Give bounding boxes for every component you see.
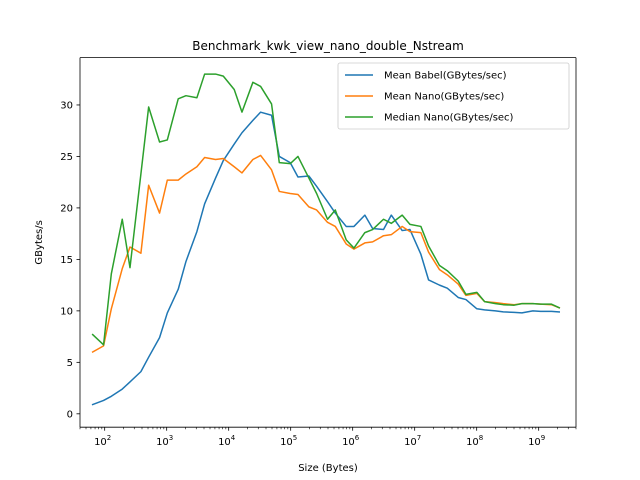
x-tick-label: 104 (218, 434, 236, 448)
y-tick-label: 10 (60, 306, 73, 317)
y-tick-label: 25 (60, 152, 73, 163)
x-tick-label: 106 (342, 434, 360, 448)
series-line-3 (91, 73, 561, 346)
legend-label: Mean Babel(GBytes/sec) (384, 71, 507, 82)
x-tick-label: 105 (280, 434, 297, 448)
legend-label: Median Nano(GBytes/sec) (384, 113, 514, 124)
axes-frame (79, 57, 577, 428)
x-tick-label: 102 (94, 434, 111, 448)
y-tick-label: 20 (60, 203, 73, 214)
series-line-1 (91, 111, 561, 406)
x-tick-label: 109 (528, 434, 545, 448)
y-tick-label: 15 (60, 255, 73, 266)
x-tick-label: 108 (466, 434, 483, 448)
series-layer (91, 73, 561, 406)
legend-label: Mean Nano(GBytes/sec) (384, 92, 504, 103)
x-tick-label: 103 (156, 434, 173, 448)
x-axis: 102 103 104 105 106 107 108 109 (79, 427, 577, 448)
y-axis-label: GBytes/s (34, 220, 45, 264)
y-axis: 0 5 10 15 20 25 30 (60, 100, 80, 420)
y-tick-label: 30 (60, 100, 73, 111)
legend: Mean Babel(GBytes/sec) Mean Nano(GBytes/s… (337, 62, 570, 130)
y-tick-label: 5 (67, 358, 73, 369)
y-tick-label: 0 (67, 409, 73, 420)
x-tick-label: 107 (404, 434, 421, 448)
legend-frame (337, 62, 570, 130)
x-axis-label: Size (Bytes) (298, 463, 358, 474)
chart-title: Benchmark_kwk_view_nano_double_Nstream (192, 39, 464, 53)
